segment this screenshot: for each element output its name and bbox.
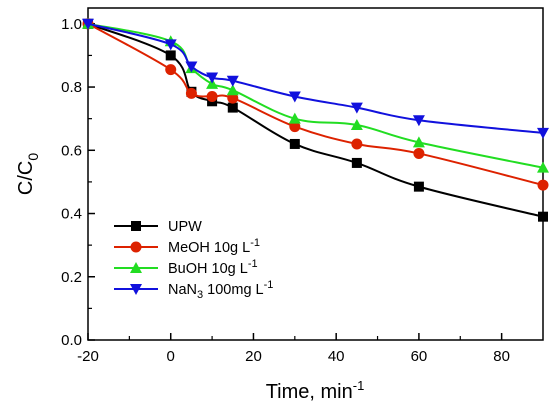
x-axis-title: Time, min-1 [266,378,365,403]
legend-marker [130,262,142,273]
series-1 [82,18,549,191]
series-line [87,22,544,134]
y-tick-label: 0.8 [61,79,82,96]
data-point [350,118,363,130]
data-point [412,136,425,148]
y-axis-title: C/C0 [15,153,41,195]
y-axis: 0.0 0.2 0.4 0.6 0.8 1.0 [61,16,95,349]
data-point [537,179,549,191]
x-tick-label: 80 [493,348,510,365]
data-point [165,50,176,61]
data-point [288,112,301,124]
y-tick-label: 0.2 [61,269,82,286]
series-0 [83,18,548,222]
data-point [164,39,177,51]
series-3 [82,18,549,139]
legend-item: NaN3 100mg L-1 [114,279,273,301]
legend-label: UPW [168,219,202,235]
legend: UPW MeOH 10g L-1 BuOH 10g L-1 NaN3 100mg L-… [114,219,273,301]
y-tick-label: 0.0 [61,332,82,349]
legend-item: BuOH 10g L-1 [114,258,258,277]
data-point [227,92,239,104]
data-point [351,157,362,168]
data-point [227,102,238,113]
legend-marker [131,221,141,231]
data-point [289,121,301,133]
data-point [351,138,363,150]
x-tick-label: 60 [411,348,428,365]
data-point [538,211,548,222]
data-point [289,138,300,149]
data-point [412,115,425,127]
legend-label: NaN3 100mg L-1 [168,279,273,301]
y-tick-label: 1.0 [61,16,82,33]
data-point [226,84,239,96]
legend-item: MeOH 10g L-1 [114,237,260,256]
series-2 [82,17,549,173]
data-point [350,102,363,114]
data-point [537,127,549,139]
data-point [206,72,219,84]
x-tick-label: 0 [167,348,175,365]
series-line [87,22,544,218]
x-tick-label: 20 [245,348,262,365]
x-tick-label: 40 [328,348,345,365]
legend-label: BuOH 10g L-1 [168,258,258,277]
series-line [87,22,544,169]
data-point [82,18,94,30]
legend-label: MeOH 10g L-1 [168,237,260,256]
data-point [226,75,239,87]
data-point [206,91,218,103]
legend-marker [130,284,142,295]
y-tick-label: 0.6 [61,142,82,159]
legend-marker [130,241,142,253]
data-point [413,147,425,159]
data-point [537,161,549,173]
series-layer [82,17,549,222]
data-point [288,91,301,103]
data-point [165,64,177,76]
data-point [413,181,424,192]
data-point [185,87,197,99]
data-point [185,61,198,73]
legend-item: UPW [114,219,202,235]
x-axis: -20 0 20 40 60 80 [77,333,510,365]
x-tick-label: -20 [77,348,99,365]
plot-frame [87,7,544,341]
y-tick-label: 0.4 [61,206,82,223]
